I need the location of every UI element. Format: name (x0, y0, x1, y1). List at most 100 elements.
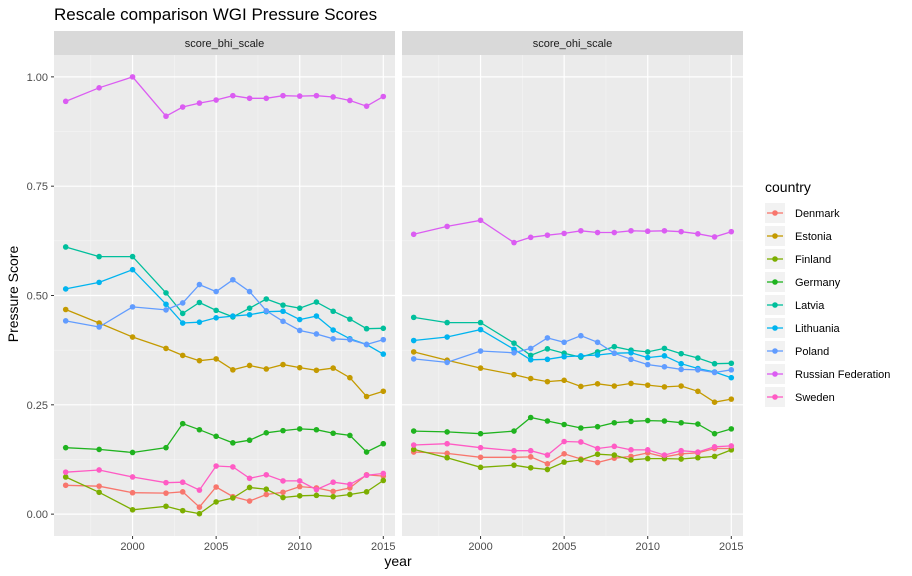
legend-item-finland: Finland (765, 249, 831, 269)
data-point (594, 423, 601, 430)
data-point (196, 426, 203, 433)
legend-item-lithuania: Lithuania (765, 318, 841, 338)
data-point (347, 491, 353, 498)
data-point (213, 307, 219, 314)
data-point (163, 113, 169, 120)
data-point (280, 361, 286, 368)
legend-item-denmark: Denmark (765, 203, 840, 223)
y-tick-label: 0.00 (27, 509, 48, 521)
series-poland (410, 332, 735, 376)
data-point (410, 442, 417, 448)
data-point (695, 454, 701, 461)
data-point (644, 228, 651, 235)
data-point (347, 432, 353, 439)
data-point (527, 375, 534, 382)
data-point (561, 438, 567, 445)
data-point (196, 487, 203, 493)
y-tick-label: 0.50 (27, 291, 48, 303)
data-point (477, 319, 484, 326)
y-axis-title: Pressure Score (5, 246, 21, 343)
data-point (527, 414, 534, 421)
data-point (410, 356, 417, 362)
data-point (544, 466, 551, 473)
data-point (296, 327, 303, 334)
data-point (230, 367, 236, 373)
data-point (511, 454, 517, 461)
legend-key-point (772, 325, 778, 331)
legend-item-poland: Poland (765, 341, 829, 361)
data-point (410, 337, 417, 344)
data-point (678, 360, 684, 367)
data-point (561, 421, 567, 428)
data-point (644, 361, 651, 368)
data-point (561, 353, 567, 360)
data-point (511, 349, 517, 356)
data-point (163, 345, 169, 352)
legend-key-point (772, 302, 778, 308)
data-point (444, 454, 450, 461)
data-point (711, 369, 718, 376)
data-point (330, 488, 336, 495)
data-point (196, 100, 203, 106)
data-point (296, 364, 303, 371)
data-point (594, 352, 601, 358)
data-point (296, 316, 303, 323)
data-point (678, 350, 684, 357)
y-tick-label: 0.25 (27, 400, 48, 412)
x-axis-title: year (384, 553, 412, 569)
data-point (280, 427, 286, 434)
data-point (280, 478, 286, 484)
data-point (611, 350, 618, 357)
data-point (246, 498, 253, 504)
data-point (330, 479, 336, 486)
facet-strip (402, 31, 743, 55)
data-point (246, 305, 253, 311)
facet-panel-2: score_ohi_scale 2000 2005 2010 2015 (402, 31, 744, 553)
data-point (477, 454, 484, 461)
data-point (330, 335, 336, 342)
data-point (444, 450, 450, 457)
data-point (179, 310, 186, 317)
data-point (678, 366, 684, 373)
data-point (96, 320, 102, 326)
data-point (363, 103, 370, 109)
data-point (628, 356, 634, 363)
data-point (263, 491, 270, 498)
data-point (695, 388, 701, 395)
data-point (594, 459, 601, 466)
legend-key-point (772, 371, 778, 377)
data-point (695, 231, 701, 237)
series-russian-federation (62, 74, 387, 120)
data-point (611, 419, 618, 426)
data-point (330, 94, 336, 100)
data-point (163, 479, 169, 486)
series-denmark (62, 471, 387, 510)
series-lithuania (62, 266, 387, 357)
data-point (410, 428, 417, 434)
data-point (129, 474, 136, 480)
data-point (578, 353, 584, 359)
data-point (129, 334, 136, 340)
x-tick-label: 2005 (552, 541, 576, 553)
data-point (527, 447, 534, 454)
data-point (728, 396, 735, 402)
data-point (711, 234, 718, 240)
data-point (527, 454, 534, 460)
data-point (477, 430, 484, 437)
data-point (628, 447, 634, 453)
data-point (296, 426, 303, 432)
data-point (163, 490, 169, 496)
legend-label: Germany (795, 277, 841, 289)
data-point (129, 489, 136, 496)
data-point (544, 461, 551, 467)
data-point (230, 313, 236, 319)
data-point (246, 475, 253, 482)
data-point (695, 355, 701, 361)
legend-label: Denmark (795, 208, 840, 220)
data-point (62, 318, 69, 324)
data-point (711, 430, 718, 437)
data-point (444, 440, 450, 447)
data-point (544, 346, 551, 352)
data-point (363, 393, 370, 400)
data-point (527, 356, 534, 363)
